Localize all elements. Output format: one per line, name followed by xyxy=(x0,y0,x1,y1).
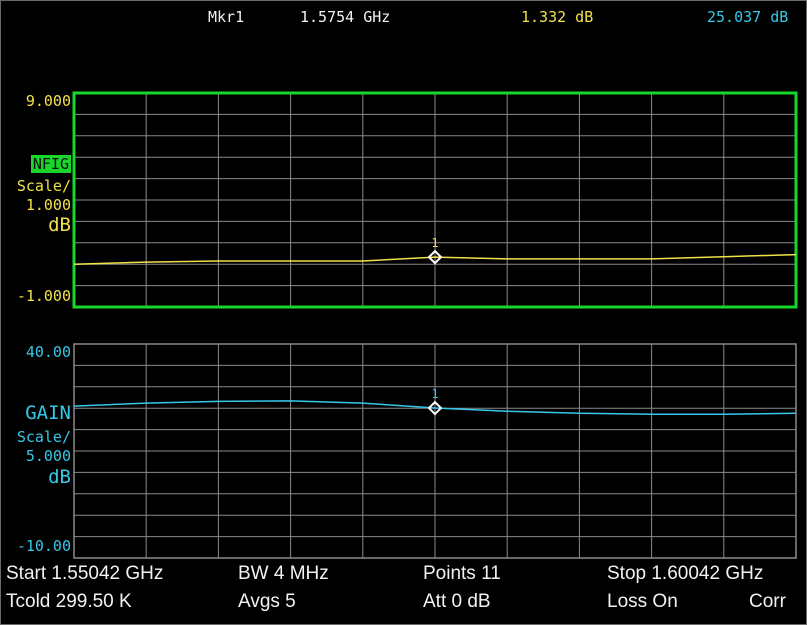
gain-param-label[interactable]: GAIN xyxy=(25,402,71,424)
nfig-trace xyxy=(73,253,797,265)
nfig-marker-number: 1 xyxy=(431,236,438,250)
marker-gain-value: 25.037 dB xyxy=(707,8,789,26)
bandwidth[interactable]: BW 4 MHz xyxy=(238,563,329,584)
marker-frequency: 1.5754 GHz xyxy=(300,8,391,26)
start-frequency[interactable]: Start 1.55042 GHz xyxy=(6,563,164,584)
nfig-plot-border[interactable] xyxy=(72,91,798,309)
marker-label: Mkr1 xyxy=(208,8,245,26)
gain-unit: dB xyxy=(48,466,71,488)
gain-marker-number: 1 xyxy=(431,387,438,401)
marker-nfig-value: 1.332 dB xyxy=(521,8,594,26)
gain-scale-value: 5.000 xyxy=(25,447,71,465)
gain-trace xyxy=(73,400,797,415)
gain-top-value: 40.00 xyxy=(25,343,71,361)
points[interactable]: Points 11 xyxy=(423,563,501,584)
gain-scale-label: Scale/ xyxy=(16,428,71,446)
nfig-top-value: 9.000 xyxy=(25,92,71,110)
averages[interactable]: Avgs 5 xyxy=(238,591,296,612)
nfig-bottom-value: -1.000 xyxy=(16,287,71,305)
nfig-grid xyxy=(74,93,796,307)
attenuation[interactable]: Att 0 dB xyxy=(423,591,491,612)
loss-status[interactable]: Loss On xyxy=(607,591,678,612)
gain-plot-border[interactable] xyxy=(73,343,797,559)
gain-marker-diamond[interactable] xyxy=(427,400,443,416)
correction-status[interactable]: Corr xyxy=(749,591,786,612)
tcold[interactable]: Tcold 299.50 K xyxy=(6,591,132,612)
nfig-param-label[interactable]: NFIG xyxy=(30,155,71,173)
nfig-scale-label: Scale/ xyxy=(16,177,71,195)
nfig-unit: dB xyxy=(48,214,71,236)
nfig-marker-diamond[interactable] xyxy=(427,249,443,265)
nfig-scale-value: 1.000 xyxy=(25,196,71,214)
gain-grid xyxy=(74,344,796,558)
gain-bottom-value: -10.00 xyxy=(16,537,71,555)
stop-frequency[interactable]: Stop 1.60042 GHz xyxy=(607,563,764,584)
